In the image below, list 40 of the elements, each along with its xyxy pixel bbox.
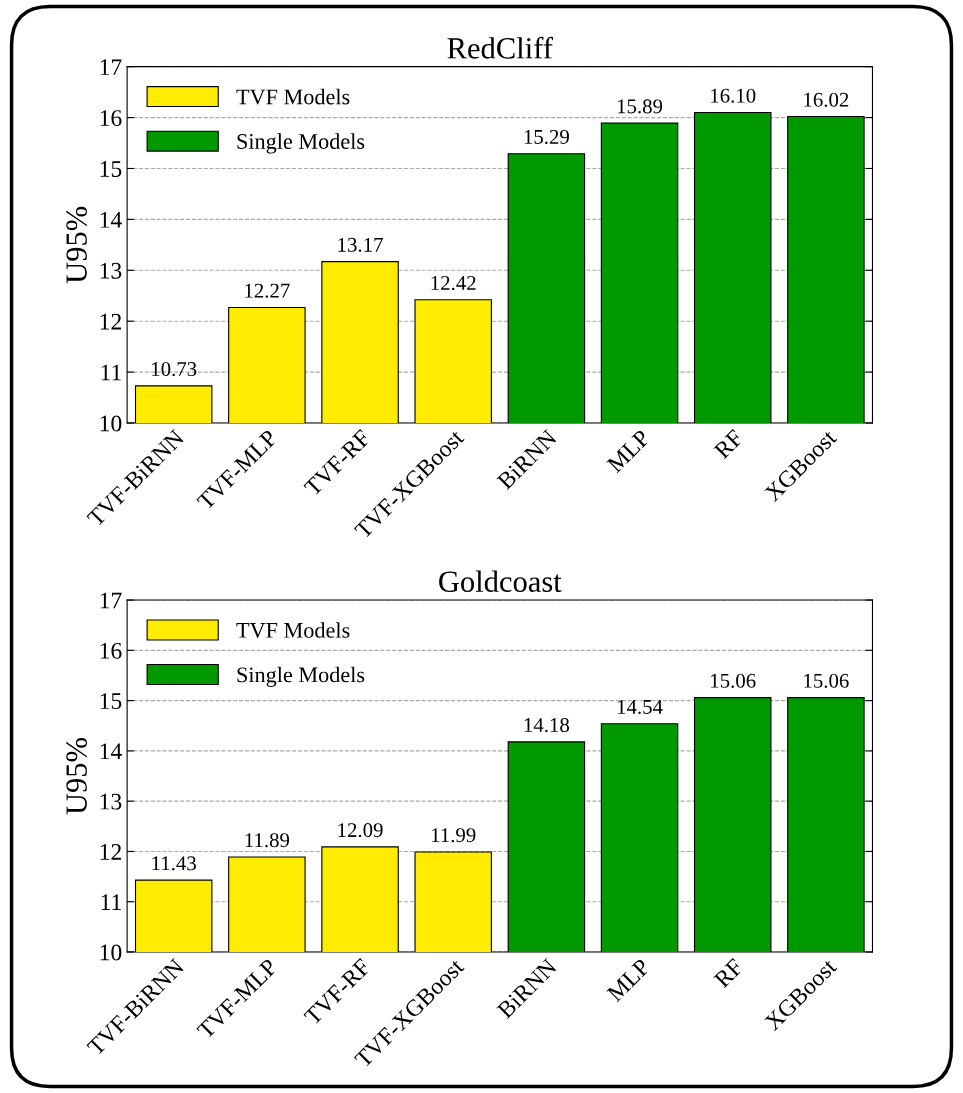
- y-tick-label: 11: [101, 894, 121, 910]
- y-tick-label: 14: [100, 743, 122, 760]
- data-label: 11.99: [432, 828, 476, 843]
- y-tick-label: 13: [100, 262, 122, 279]
- data-label: 15.06: [804, 673, 849, 688]
- data-label: 14.18: [524, 717, 570, 733]
- y-tick-label: 12: [100, 844, 121, 860]
- x-tick-label: RF: [713, 429, 744, 460]
- legend-label: Single Models: [237, 666, 365, 687]
- data-label: 14.54: [617, 700, 663, 715]
- data-label: 15.29: [524, 129, 569, 145]
- data-label: 15.89: [617, 99, 663, 114]
- data-label: 16.02: [804, 92, 849, 107]
- legend-label: TVF Models: [236, 88, 350, 105]
- x-tick-label: RF: [713, 958, 744, 989]
- data-label: 15.06: [711, 673, 756, 688]
- chart-title: RedCliff: [447, 36, 553, 59]
- y-tick-label: 16: [100, 110, 122, 126]
- y-tick-label: 17: [100, 592, 122, 609]
- y-tick-label: 15: [100, 693, 122, 710]
- data-label: 11.89: [245, 833, 290, 848]
- legend-label: TVF Models: [236, 622, 350, 638]
- y-tick-label: 14: [100, 211, 122, 228]
- y-tick-label: 15: [100, 161, 122, 177]
- legend-label: Single Models: [237, 133, 365, 154]
- data-label: 16.10: [711, 88, 756, 103]
- data-label: 12.27: [245, 283, 290, 298]
- y-tick-label: 13: [100, 793, 122, 810]
- y-tick-label: 16: [100, 642, 122, 659]
- data-label: 12.09: [338, 823, 383, 838]
- data-label: 11.43: [152, 856, 196, 871]
- y-tick-label: 11: [101, 364, 121, 381]
- data-label: 13.17: [338, 237, 383, 252]
- y-axis-title: U95%: [66, 738, 87, 815]
- data-label: 12.42: [431, 276, 476, 291]
- data-label: 10.73: [152, 361, 197, 377]
- chart-title: Goldcoast: [439, 570, 562, 593]
- y-axis-title: U95%: [66, 206, 87, 284]
- y-tick-label: 17: [100, 59, 122, 75]
- y-tick-label: 12: [100, 313, 121, 330]
